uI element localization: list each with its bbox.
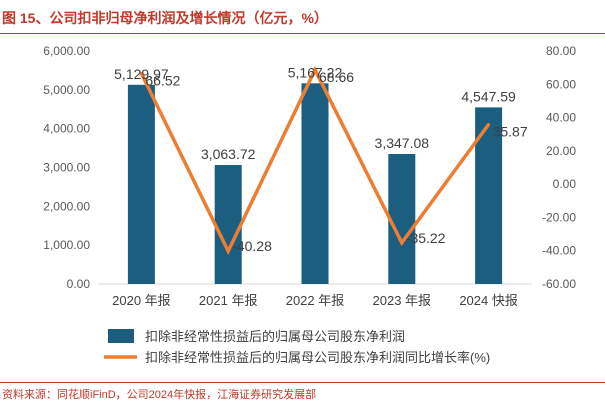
chart-axes: 0.00 1,000.00 2,000.00 3,000.00 4,000.00 5,00…: [43, 44, 576, 308]
line-value-label: -35.22: [406, 230, 446, 246]
line-point: [139, 71, 143, 75]
bar: [388, 154, 416, 284]
bar: [214, 165, 242, 284]
y-left-tick-label: 6,000.00: [43, 44, 90, 58]
y-left-tick-label: 3,000.00: [43, 161, 90, 175]
legend-bar-swatch: [108, 329, 134, 343]
line-point: [226, 249, 230, 253]
data-labels: 5,129.97 3,063.72 5,167.22 3,347.08 4,547.59…: [114, 64, 528, 254]
x-tick-label: 2020 年报: [112, 293, 171, 308]
x-tick-label: 2023 年报: [373, 293, 432, 308]
y-right-tick-label: 0.00: [553, 177, 577, 191]
line-value-label: -40.28: [232, 238, 272, 254]
line-point: [400, 241, 404, 245]
y-right-tick-label: -60.00: [542, 277, 576, 291]
line-value-label: 66.52: [145, 72, 180, 88]
legend-line-label: 扣除非经常性损益后的归属母公司股东净利润同比增长率(%): [145, 350, 490, 365]
figure-source: 资料来源：同花顺iFinD，公司2024年快报，江海证券研究发展部: [0, 382, 605, 400]
y-right-tick-label: 80.00: [546, 44, 576, 58]
bar-value-label: 3,063.72: [201, 146, 256, 162]
y-right-tick-label: -40.00: [542, 244, 576, 258]
y-right-tick-label: 20.00: [546, 144, 576, 158]
y-left-tick-label: 4,000.00: [43, 122, 90, 136]
y-left-tick-label: 1,000.00: [43, 238, 90, 252]
y-right-tick-label: 40.00: [546, 111, 576, 125]
y-left-tick-label: 0.00: [67, 277, 91, 291]
y-left-tick-label: 5,000.00: [43, 83, 90, 97]
bar: [127, 84, 155, 284]
line-point: [313, 68, 317, 72]
x-tick-label: 2022 年报: [286, 293, 345, 308]
line-value-label: 35.87: [493, 123, 528, 139]
bar-value-label: 4,547.59: [461, 88, 516, 104]
y-left-tick-label: 2,000.00: [43, 199, 90, 213]
bar-value-label: 3,347.08: [375, 135, 430, 151]
bar-series: [127, 83, 503, 285]
y-right-tick-label: 60.00: [546, 77, 576, 91]
line-point: [487, 122, 491, 126]
bar-value-label: 5,129.97: [114, 66, 169, 82]
chart-legend: 扣除非经常性损益后的归属母公司股东净利润扣除非经常性损益后的归属母公司股东净利润…: [104, 329, 490, 365]
figure-title: 图 15、公司扣非归母净利润及增长情况（亿元，%）: [0, 0, 605, 34]
bar-value-label: 5,167.22: [288, 64, 343, 80]
line-value-label: 68.66: [319, 69, 354, 85]
y-right-tick-label: -20.00: [542, 210, 576, 224]
x-tick-label: 2021 年报: [199, 293, 258, 308]
legend-bar-label: 扣除非经常性损益后的归属母公司股东净利润: [145, 329, 405, 344]
x-tick-label: 2024 快报: [459, 293, 518, 308]
line-series: [139, 65, 491, 256]
bar: [301, 83, 329, 284]
